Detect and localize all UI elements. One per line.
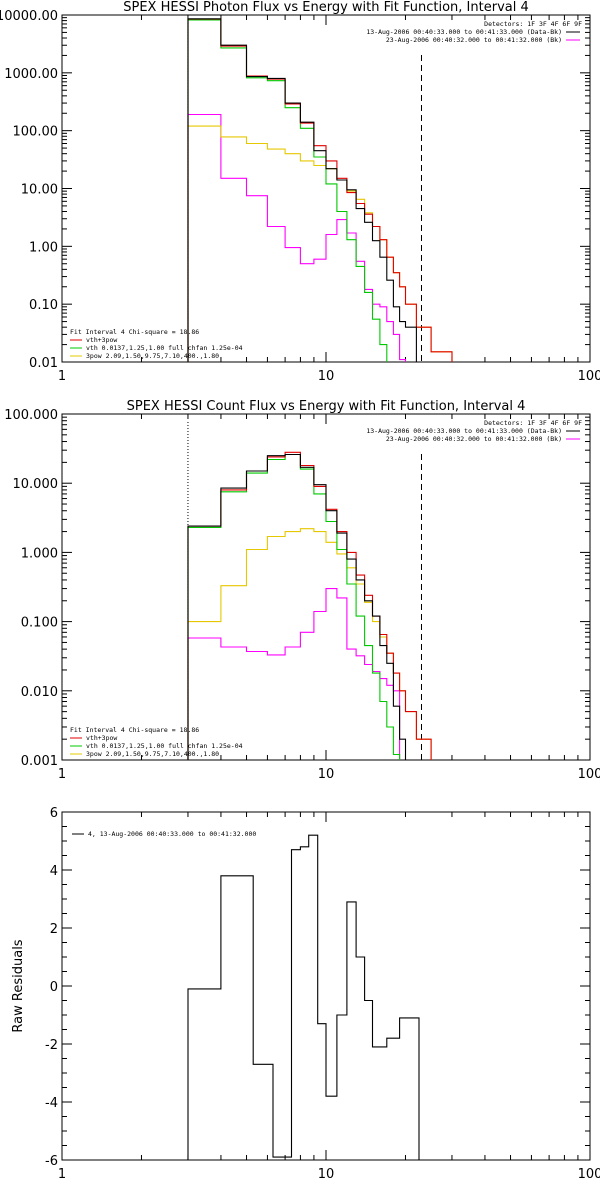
legend-bottom-entry: vth+3pow [86, 336, 117, 344]
chart-panel-1: SPEX HESSI Photon Flux vs Energy with Fi… [0, 0, 600, 384]
legend-top-entry: 13-Aug-2006 00:40:33.000 to 00:41:33.000… [366, 427, 562, 435]
legend-top-entry: 13-Aug-2006 00:40:33.000 to 00:41:33.000… [366, 28, 562, 36]
series-line-total [187, 18, 417, 362]
x-tick-label: 1 [58, 1167, 66, 1182]
y-tick-label: 100.000 [4, 408, 58, 423]
chart-panel-2: SPEX HESSI Count Flux vs Energy with Fit… [4, 399, 600, 782]
y-tick-label: -6 [45, 1154, 58, 1169]
detectors-label: Detectors: 1F 3F 4F 6F 9F [484, 20, 582, 28]
legend-bottom-entry: 3pow 2.09,1.50,9.75,7.10,400.,1.80 [86, 750, 219, 758]
y-tick-label: 100.00 [13, 125, 59, 140]
legend-bottom-entry: vth+3pow [86, 734, 117, 742]
plot-frame [61, 14, 591, 363]
series-line-vth [187, 19, 388, 362]
x-tick-label: 10 [318, 767, 335, 782]
y-tick-label: -2 [45, 1038, 58, 1053]
x-tick-label: 100 [578, 767, 600, 782]
y-tick-label: 10.000 [13, 477, 59, 492]
series-line-bk [187, 113, 407, 362]
y-tick-label: 6 [50, 806, 58, 821]
y-tick-label: 1.00 [29, 240, 58, 255]
fit-interval-label: Fit Interval 4 Chi-square = 18.86 [70, 726, 199, 734]
chart-panel-3: 1 10 100 -6 -4 -2 0 2 4 6 Raw Residuals 4, 13-Aug-2… [11, 806, 600, 1182]
y-tick-label: -4 [45, 1096, 58, 1111]
series-group [187, 834, 420, 1160]
y-tick-label: 0.10 [29, 298, 58, 313]
y-tick-label: 10000.00 [0, 9, 58, 24]
y-tick-label: 4 [50, 864, 58, 879]
x-tick-label: 10 [318, 369, 335, 384]
y-tick-label: 1000.00 [4, 67, 58, 82]
legend-top-entry: 23-Aug-2006 00:40:32.000 to 00:41:32.000… [386, 36, 562, 44]
series-line-bk [187, 588, 401, 760]
series-line-total [187, 834, 420, 1160]
legend-bottom-entry: vth 0.0137,1.25,1.00 full chfan 1.25e-04 [86, 742, 243, 750]
plot-frame [61, 413, 591, 761]
series-line-pow [187, 125, 453, 362]
x-tick-label: 100 [578, 369, 600, 384]
legend-top-entry: 23-Aug-2006 00:40:32.000 to 00:41:32.000… [386, 435, 562, 443]
x-tick-label: 1 [58, 369, 66, 384]
x-tick-label: 100 [578, 1167, 600, 1182]
y-tick-label: 0.010 [21, 685, 58, 700]
x-tick-label: 1 [58, 767, 66, 782]
detectors-label: Detectors: 1F 3F 4F 6F 9F [484, 419, 582, 427]
y-tick-label: 0.01 [29, 356, 58, 371]
chart-title: SPEX HESSI Count Flux vs Energy with Fit… [127, 399, 526, 414]
y-tick-label: 0.100 [21, 616, 58, 631]
series-line-vth_plus_3pow [187, 451, 432, 760]
legend-bottom-entry: vth 0.0137,1.25,1.00 full chfan 1.25e-04 [86, 344, 243, 352]
series-line-pow [187, 528, 432, 760]
series-group [187, 18, 453, 362]
series-line-total [187, 453, 407, 760]
y-tick-label: 0.001 [21, 754, 58, 769]
x-tick-label: 10 [318, 1167, 335, 1182]
chart-title: SPEX HESSI Photon Flux vs Energy with Fi… [123, 0, 529, 15]
y-axis-label: Raw Residuals [11, 939, 26, 1032]
series-line-vth_plus_3pow [187, 18, 453, 362]
series-line-vth [187, 453, 401, 760]
plot-frame [61, 811, 591, 1161]
y-tick-label: 0 [50, 980, 58, 995]
fit-interval-label: Fit Interval 4 Chi-square = 18.86 [70, 328, 199, 336]
legend-bottom-entry: 3pow 2.09,1.50,9.75,7.10,400.,1.80 [86, 352, 219, 360]
legend-entry: 4, 13-Aug-2006 00:40:33.000 to 00:41:32.… [88, 830, 256, 838]
series-group [187, 451, 432, 760]
y-tick-label: 2 [50, 922, 58, 937]
y-tick-label: 10.00 [21, 183, 58, 198]
y-tick-label: 1.000 [21, 546, 58, 561]
